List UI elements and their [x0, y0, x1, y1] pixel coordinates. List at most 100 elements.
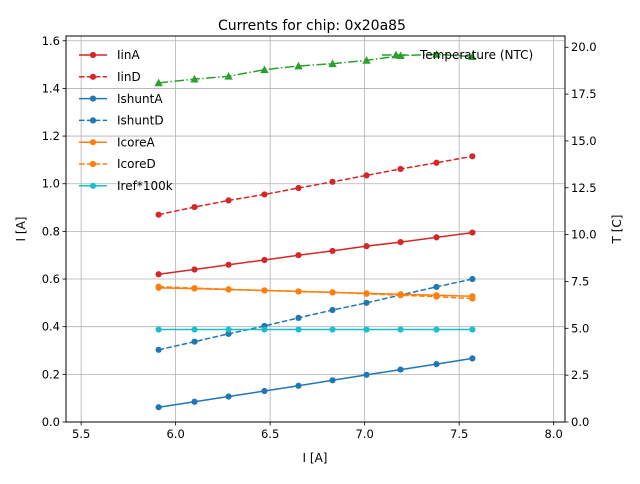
data-point-temperature-ntc [190, 74, 199, 83]
data-point-ishunta [155, 404, 162, 411]
y-axis-ticks: 0.0 0.2 0.4 0.6 0.8 1.0 1.2 1.4 1.6 [42, 34, 66, 429]
data-point-iind [363, 172, 370, 179]
y-tick-label: 0.0 [42, 415, 60, 429]
y-axis-label: I [A] [14, 217, 28, 242]
data-point-icored [329, 289, 336, 296]
data-point-temperature-ntc [224, 72, 233, 80]
plot-frame [65, 35, 566, 423]
data-point-ishuntd [329, 306, 336, 314]
legend-label: IcoreD [117, 157, 156, 171]
data-point-iina [225, 261, 232, 268]
data-point-iind [261, 191, 268, 198]
data-point-iind [433, 159, 440, 166]
data-point-temperature-ntc [468, 52, 477, 60]
data-point-icored [295, 288, 302, 295]
series-iref-100k [155, 326, 476, 333]
series-line-iind [158, 155, 473, 216]
legend-label: IshuntD [117, 114, 164, 128]
series-iina [155, 229, 476, 278]
data-point-iref-100k [261, 326, 268, 333]
y2-tick-label: 0.0 [571, 415, 589, 429]
data-point-ishunta [363, 371, 370, 378]
data-point-iina [433, 234, 440, 241]
series-temperature-ntc [154, 50, 477, 87]
data-point-iina [261, 256, 268, 264]
legend-entry-ishuntd: IshuntD [79, 114, 164, 128]
data-point-iina [397, 239, 404, 246]
data-point-iref-100k [433, 326, 440, 333]
y2-axis-label: T [C] [610, 215, 624, 245]
data-point-iina [329, 247, 336, 255]
data-point-iref-100k [469, 326, 476, 333]
y2-tick-label: 7.5 [571, 274, 589, 288]
y-tick-label: 0.4 [42, 320, 60, 334]
legend-marker [391, 50, 401, 59]
legend-label: IinD [117, 70, 141, 84]
legend-entry-iina: IinA [79, 48, 140, 62]
legend-label: IshuntA [117, 92, 163, 106]
data-point-ishunta [433, 361, 440, 368]
y-tick-label: 0.6 [42, 272, 60, 286]
data-point-icored [397, 292, 404, 299]
y-tick-label: 1.6 [42, 34, 60, 48]
y2-tick-label: 17.5 [571, 87, 597, 101]
data-point-temperature-ntc [362, 56, 371, 64]
x-tick-label: 7.5 [450, 427, 468, 441]
x-tick-label: 6.5 [261, 427, 279, 441]
legend-marker [89, 139, 97, 146]
data-point-icored [433, 293, 440, 300]
data-point-icored [155, 283, 162, 290]
data-point-ishunta [225, 393, 232, 400]
data-point-ishunta [191, 398, 198, 405]
data-point-temperature-ntc [260, 65, 269, 74]
legend-marker [89, 51, 97, 59]
y2-tick-label: 10.0 [571, 228, 597, 242]
x-tick-label: 6.0 [166, 427, 184, 441]
data-point-iref-100k [225, 326, 232, 333]
data-point-temperature-ntc [432, 50, 441, 58]
data-point-icored [225, 286, 232, 293]
data-point-ishunta [469, 355, 476, 362]
y2-tick-label: 20.0 [571, 40, 597, 54]
series [154, 50, 477, 411]
y-tick-label: 0.8 [42, 224, 60, 238]
series-icored [155, 283, 476, 302]
x-tick-label: 7.0 [355, 427, 373, 441]
legend-entry-iind: IinD [79, 70, 141, 84]
data-point-ishuntd [155, 346, 162, 353]
legend-left: IinA IinD IshuntA IshuntD IcoreA IcoreD Iref*1… [79, 48, 173, 193]
data-point-ishuntd [191, 338, 198, 345]
y-tick-label: 1.2 [42, 129, 60, 143]
legend-entry-ishunta: IshuntA [79, 92, 163, 106]
data-point-temperature-ntc [328, 59, 337, 68]
data-point-iref-100k [397, 326, 404, 333]
data-point-iref-100k [295, 326, 302, 333]
x-tick-label: 8.0 [545, 427, 563, 441]
legend-marker [89, 160, 97, 168]
legend-label: IinA [117, 48, 140, 62]
data-point-ishuntd [225, 330, 232, 337]
x-tick-label: 5.5 [72, 427, 90, 441]
y2-tick-label: 12.5 [571, 181, 597, 195]
data-point-iind [155, 211, 162, 218]
data-point-iind [329, 178, 336, 185]
y-tick-label: 1.0 [42, 177, 60, 191]
legend-marker [89, 73, 97, 80]
data-point-ishuntd [469, 275, 476, 283]
data-point-ishuntd [363, 299, 370, 306]
data-point-icored [363, 290, 370, 297]
data-point-iina [155, 271, 162, 278]
y-tick-label: 0.2 [42, 367, 60, 381]
legend-marker [89, 95, 97, 102]
data-point-iref-100k [155, 326, 162, 333]
chart-title: Currents for chip: 0x20a85 [218, 18, 406, 34]
data-point-temperature-ntc [154, 78, 163, 87]
data-point-iina [363, 243, 370, 250]
data-point-iref-100k [191, 326, 198, 333]
series-line-temperature-ntc [158, 53, 473, 84]
series-line-icorea [158, 287, 473, 297]
grid [66, 36, 565, 423]
data-point-ishuntd [295, 314, 302, 321]
